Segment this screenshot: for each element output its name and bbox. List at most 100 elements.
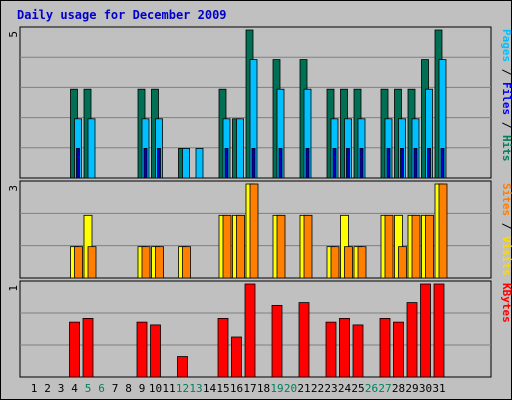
bar-visits-sites-day-4 <box>74 246 83 279</box>
bar-kbytes-kbytes-day-25 <box>352 324 364 378</box>
side-legend-part-visits-2: Visits <box>500 236 512 276</box>
x-tick-label-day-7: 7 <box>112 382 119 395</box>
chart-title: Daily usage for December 2009 <box>17 8 227 22</box>
x-tick-label-day-9: 9 <box>139 382 146 395</box>
x-tick-label-day-17: 17 <box>243 382 256 395</box>
x-tick-label-day-8: 8 <box>125 382 132 395</box>
bar-hits-pages-day-9 <box>143 147 148 179</box>
side-legend-hits: Pages / Files / Hits <box>500 29 512 162</box>
bar-hits-pages-day-27 <box>386 147 391 179</box>
x-tick-label-day-12: 12 <box>176 382 189 395</box>
bar-visits-sites-day-21 <box>303 214 313 279</box>
bar-kbytes-kbytes-day-30 <box>420 283 431 378</box>
bar-kbytes-kbytes-day-9 <box>136 321 148 378</box>
bar-hits-pages-day-4 <box>76 147 80 179</box>
bar-kbytes-kbytes-day-23 <box>325 321 337 378</box>
bar-kbytes-kbytes-day-4 <box>69 321 80 378</box>
bar-kbytes-kbytes-day-29 <box>406 302 418 378</box>
bar-hits-pages-day-17 <box>251 147 256 179</box>
side-legend-part-hits-3: / <box>500 115 512 135</box>
side-legend-kbytes: KBytes <box>500 283 512 323</box>
x-tick-label-day-10: 10 <box>149 382 162 395</box>
bar-hits-pages-day-31 <box>440 147 445 179</box>
bar-visits-sites-day-12 <box>182 246 191 279</box>
bar-kbytes-kbytes-day-28 <box>393 321 404 378</box>
x-tick-label-day-6: 6 <box>98 382 105 395</box>
x-tick-label-day-16: 16 <box>230 382 243 395</box>
bar-kbytes-kbytes-day-27 <box>379 318 391 378</box>
bar-hits-pages-day-28 <box>400 147 404 179</box>
x-tick-label-day-21: 21 <box>297 382 310 395</box>
bar-hits-files-day-16 <box>236 118 244 179</box>
bar-kbytes-kbytes-day-17 <box>244 283 256 378</box>
bar-kbytes-kbytes-day-5 <box>82 318 94 378</box>
bar-visits-sites-day-17 <box>249 183 259 279</box>
y-max-label-kbytes: 1 <box>7 285 20 292</box>
bar-visits-sites-day-27 <box>384 214 394 279</box>
bar-hits-pages-day-25 <box>359 147 364 179</box>
bar-visits-sites-day-30 <box>425 214 434 279</box>
bar-visits-sites-day-23 <box>330 246 340 279</box>
side-legend-part-hits-1: / <box>500 62 512 82</box>
x-tick-label-day-31: 31 <box>432 382 445 395</box>
bars-layer <box>69 29 448 378</box>
bar-visits-sites-day-9 <box>141 246 151 279</box>
x-tick-label-day-18: 18 <box>257 382 270 395</box>
x-tick-label-day-20: 20 <box>284 382 297 395</box>
bar-visits-sites-day-15 <box>222 214 232 279</box>
x-tick-label-day-28: 28 <box>392 382 405 395</box>
bar-kbytes-kbytes-day-10 <box>150 324 161 378</box>
x-tick-label-day-19: 19 <box>270 382 283 395</box>
side-legend-part-visits-0: Sites <box>500 183 512 216</box>
x-tick-label-day-15: 15 <box>216 382 229 395</box>
bar-visits-sites-day-10 <box>155 246 164 279</box>
bar-visits-sites-day-25 <box>357 246 367 279</box>
x-tick-label-day-1: 1 <box>31 382 38 395</box>
x-tick-label-day-13: 13 <box>189 382 202 395</box>
x-tick-label-day-24: 24 <box>338 382 352 395</box>
bar-hits-pages-day-23 <box>332 147 337 179</box>
bar-kbytes-kbytes-day-12 <box>177 356 188 378</box>
bar-hits-files-day-12 <box>182 147 190 179</box>
labels-layer: 5 Pages / Files / Hits 3 Sites / Visits 1 KBy… <box>7 29 512 395</box>
bar-visits-sites-day-16 <box>236 214 245 279</box>
side-legend-part-visits-1: / <box>500 216 512 236</box>
x-tick-label-day-23: 23 <box>324 382 337 395</box>
bar-kbytes-kbytes-day-15 <box>217 318 229 378</box>
bar-visits-sites-day-28 <box>398 246 407 279</box>
side-legend-part-hits-4: Hits <box>500 135 512 162</box>
side-legend-visits: Sites / Visits <box>500 183 512 276</box>
bar-visits-sites-day-5 <box>87 246 97 279</box>
bar-kbytes-kbytes-day-31 <box>433 283 445 378</box>
x-tick-label-day-30: 30 <box>419 382 432 395</box>
x-tick-label-day-29: 29 <box>405 382 418 395</box>
bar-visits-sites-day-24 <box>344 246 353 279</box>
bar-kbytes-kbytes-day-16 <box>231 336 242 378</box>
bar-hits-pages-day-19 <box>278 147 283 179</box>
x-tick-label-day-14: 14 <box>203 382 217 395</box>
bar-visits-sites-day-19 <box>276 214 286 279</box>
x-tick-label-day-4: 4 <box>71 382 78 395</box>
y-max-label-visits: 3 <box>7 185 20 192</box>
x-tick-label-day-25: 25 <box>351 382 364 395</box>
x-tick-label-day-22: 22 <box>311 382 324 395</box>
bar-hits-pages-day-24 <box>346 147 350 179</box>
x-tick-label-day-26: 26 <box>365 382 378 395</box>
x-tick-label-day-2: 2 <box>44 382 51 395</box>
bar-kbytes-kbytes-day-21 <box>298 302 310 378</box>
bar-hits-pages-day-15 <box>224 147 229 179</box>
bar-visits-sites-day-29 <box>411 214 421 279</box>
bar-hits-pages-day-30 <box>427 147 431 179</box>
bar-visits-sites-day-31 <box>438 183 448 279</box>
y-max-label-hits: 5 <box>7 31 20 38</box>
bar-hits-pages-day-21 <box>305 147 310 179</box>
x-tick-label-day-5: 5 <box>85 382 92 395</box>
bar-kbytes-kbytes-day-19 <box>271 304 283 378</box>
x-tick-label-day-27: 27 <box>378 382 391 395</box>
side-legend-part-hits-2: Files <box>500 82 512 115</box>
bar-hits-pages-day-10 <box>157 147 161 179</box>
bar-hits-files-day-13 <box>195 147 204 179</box>
side-legend-part-kbytes-0: KBytes <box>500 283 512 323</box>
